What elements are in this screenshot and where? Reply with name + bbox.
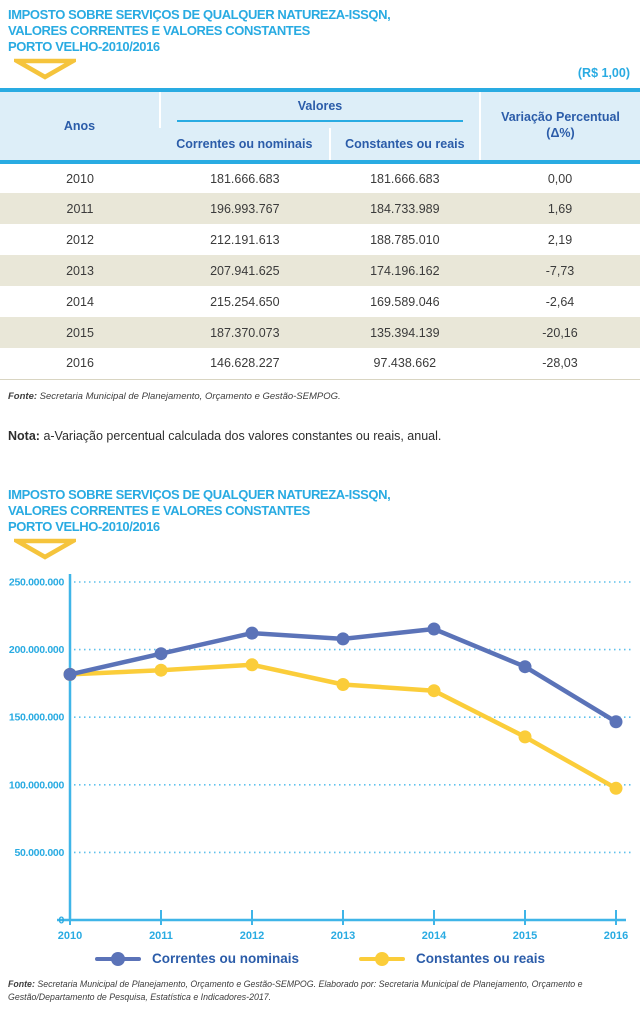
table-cell: 196.993.767 <box>210 201 280 216</box>
chevron-down-icon <box>14 58 76 80</box>
data-point-marker <box>154 646 168 660</box>
table-cell: 187.370.073 <box>210 325 280 340</box>
table-cell: -7,73 <box>545 263 575 278</box>
table-cell: 174.196.162 <box>370 263 440 278</box>
nota-text: a-Variação percentual calculada dos valo… <box>43 428 442 443</box>
y-axis-tick-label: 0 <box>58 914 64 926</box>
legend-item-correntes: Correntes ou nominais <box>94 951 299 967</box>
chevron-down-icon <box>14 538 76 560</box>
x-axis-tick-label: 2014 <box>422 930 447 942</box>
table-cell: 184.733.989 <box>370 201 440 216</box>
table-cell: 169.589.046 <box>370 294 440 309</box>
x-axis-tick-label: 2013 <box>331 930 355 942</box>
x-axis-tick-label: 2011 <box>149 930 173 942</box>
table-cell: 2013 <box>66 263 94 278</box>
column-header-anos: Anos <box>63 119 96 133</box>
data-point-marker <box>154 663 168 677</box>
table-cell: -2,64 <box>545 294 575 309</box>
table-section-title: IMPOSTO SOBRE SERVIÇOS DE QUALQUER NATUR… <box>0 0 640 80</box>
data-point-marker <box>518 730 532 744</box>
table-row: 2013 207.941.625 174.196.162 -7,73 <box>0 255 640 286</box>
table-row: 2016 146.628.227 97.438.662 -28,03 <box>0 348 640 379</box>
data-point-marker <box>427 622 441 636</box>
table-row: 2012 212.191.613 188.785.010 2,19 <box>0 224 640 255</box>
x-axis-tick-label: 2010 <box>58 930 82 942</box>
table-cell: 212.191.613 <box>210 232 280 247</box>
title-line-2: VALORES CORRENTES E VALORES CONSTANTES <box>8 23 310 38</box>
column-header-variacao: Variação Percentual (Δ%) <box>479 90 640 162</box>
table-source-note: Fonte: Secretaria Municipal de Planejame… <box>8 390 632 403</box>
table-cell: -28,03 <box>542 356 578 371</box>
chart-title-line-3: PORTO VELHO-2010/2016 <box>8 518 160 534</box>
legend-label-constantes: Constantes ou reais <box>415 951 546 967</box>
line-chart: 0 50.000.000 100.000.000 150.000.000 200.000… <box>9 573 632 942</box>
fonte-text: Secretaria Municipal de Planejamento, Or… <box>39 390 341 402</box>
legend-line-blue-icon <box>94 951 141 966</box>
data-point-marker <box>609 715 623 729</box>
chart-title-line-2: VALORES CORRENTES E VALORES CONSTANTES <box>8 502 310 518</box>
table-cell: 1,69 <box>547 201 573 216</box>
data-point-marker <box>245 658 259 672</box>
column-header-constantes: Constantes ou reais <box>328 128 480 162</box>
chart-source-note: Fonte: Secretaria Municipal de Planejame… <box>8 978 632 1004</box>
legend-line-yellow-icon <box>358 951 405 966</box>
data-point-marker <box>63 667 77 681</box>
issqn-table-body: 2010 181.666.683 181.666.683 0,00 2011 196.99… <box>0 162 640 379</box>
column-header-valores: Valores <box>159 90 480 128</box>
currency-unit-label: (R$ 1,00) <box>577 66 630 80</box>
table-cell: 2,19 <box>547 232 573 247</box>
table-cell: 2012 <box>66 232 94 247</box>
table-cell: 2010 <box>66 171 94 186</box>
table-row: 2010 181.666.683 181.666.683 0,00 <box>0 162 640 193</box>
y-axis-tick-label: 200.000.000 <box>9 644 65 656</box>
nota: Nota: a-Variação percentual calculada do… <box>8 429 632 443</box>
column-header-correntes: Correntes ou nominais <box>176 137 313 151</box>
table-cell: 2014 <box>66 294 94 309</box>
table-cell: 146.628.227 <box>210 356 280 371</box>
y-axis-tick-label: 250.000.000 <box>9 576 65 588</box>
title-line-1: IMPOSTO SOBRE SERVIÇOS DE QUALQUER NATUR… <box>8 7 391 22</box>
data-point-marker <box>609 781 623 795</box>
data-point-marker <box>518 659 532 673</box>
table-cell: 97.438.662 <box>373 356 437 371</box>
fonte-label: Fonte: <box>8 390 38 402</box>
fonte-text: Secretaria Municipal de Planejamento, Or… <box>8 978 583 1002</box>
chart-legend: Correntes ou nominais Constantes ou reai… <box>0 946 640 972</box>
y-axis-tick-label: 100.000.000 <box>9 779 65 791</box>
table-header: Anos Valores Variação Percentual (Δ%) Co… <box>0 90 640 162</box>
fonte-label: Fonte: <box>8 978 35 989</box>
x-axis-tick-label: 2015 <box>513 930 537 942</box>
issqn-values-table: Anos Valores Variação Percentual (Δ%) Co… <box>0 88 640 380</box>
table-cell: 207.941.625 <box>210 263 280 278</box>
table-cell: 181.666.683 <box>370 171 440 186</box>
table-cell: 215.254.650 <box>210 294 280 309</box>
y-axis-tick-label: 150.000.000 <box>9 711 65 723</box>
chart-section-title: IMPOSTO SOBRE SERVIÇOS DE QUALQUER NATUR… <box>0 443 640 560</box>
table-row: 2011 196.993.767 184.733.989 1,69 <box>0 193 640 224</box>
table-cell: 135.394.139 <box>370 325 440 340</box>
legend-item-constantes: Constantes ou reais <box>358 951 546 967</box>
chart-title-line-1: IMPOSTO SOBRE SERVIÇOS DE QUALQUER NATUR… <box>8 486 391 502</box>
x-axis-tick-label: 2012 <box>240 930 264 942</box>
x-axis-tick-label: 2016 <box>604 930 628 942</box>
table-cell: -20,16 <box>542 325 578 340</box>
table-cell: 181.666.683 <box>210 171 280 186</box>
data-point-marker <box>336 632 350 646</box>
table-cell: 2011 <box>66 201 94 216</box>
table-cell: 188.785.010 <box>370 232 440 247</box>
table-cell: 0,00 <box>547 171 573 186</box>
table-row: 2014 215.254.650 169.589.046 -2,64 <box>0 286 640 317</box>
table-row: 2015 187.370.073 135.394.139 -20,16 <box>0 317 640 348</box>
legend-label-correntes: Correntes ou nominais <box>151 951 299 967</box>
y-axis-tick-label: 50.000.000 <box>14 847 64 859</box>
title-line-3: PORTO VELHO-2010/2016 <box>8 39 160 54</box>
data-point-marker <box>245 626 259 640</box>
data-point-marker <box>336 677 350 691</box>
nota-label: Nota: <box>8 428 40 443</box>
data-point-marker <box>427 683 441 697</box>
table-cell: 2015 <box>66 325 94 340</box>
table-cell: 2016 <box>66 356 94 371</box>
